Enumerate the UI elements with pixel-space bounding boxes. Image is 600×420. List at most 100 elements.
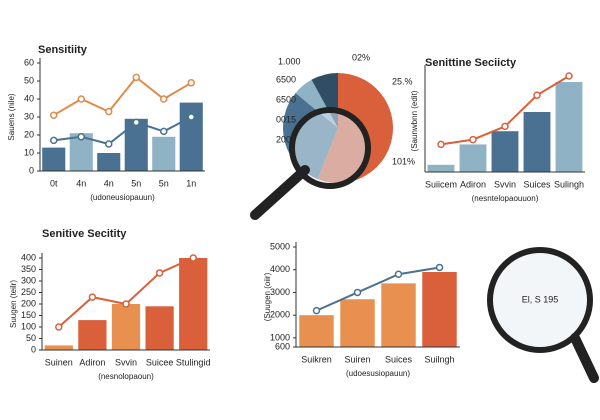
line [316, 266, 440, 312]
y-tick-label: 3000 [270, 287, 290, 297]
bar [152, 136, 176, 171]
y-tick-label: 10 [24, 147, 34, 157]
point [77, 95, 85, 103]
chart-title: Sensitiity [38, 44, 88, 56]
y-tick-label: 4000 [270, 264, 290, 274]
y-tick-label: 100 [21, 321, 36, 331]
y-tick-label: 40 [24, 93, 34, 103]
x-tick-label: Suiren [344, 354, 370, 364]
point [160, 95, 168, 103]
x-tick-label: Suicee [146, 357, 174, 367]
point [105, 107, 113, 116]
x-axis-label: (nesnolopaoun) [98, 372, 154, 381]
point [132, 118, 140, 127]
point [122, 300, 130, 308]
y-tick-label: 350 [21, 264, 36, 274]
bar [44, 345, 73, 350]
chart-title: Senittine Seciicty [425, 57, 517, 69]
x-tick-label: Suilngh [424, 354, 454, 364]
x-tick-label: Stulingid [176, 357, 211, 367]
point [565, 72, 573, 80]
chart-title: Senitive Secitity [42, 228, 127, 240]
x-tick-label: Adiron [460, 179, 486, 189]
point [77, 133, 85, 141]
magnifier [250, 165, 599, 383]
x-axis-label: (nesntelopaouuon) [472, 194, 539, 203]
bar [555, 82, 583, 172]
point [105, 140, 113, 148]
point [160, 127, 168, 136]
y-axis-label: (Suugen (oiir) [263, 272, 272, 321]
x-tick-label: 1n [186, 178, 196, 188]
x-tick-label: 5n [131, 178, 141, 188]
y-tick-label: 150 [21, 310, 36, 320]
x-tick-label: Suinen [45, 357, 73, 367]
y-tick-label: 60 [24, 57, 34, 67]
point [394, 270, 403, 279]
point [187, 79, 195, 87]
x-tick-label: 0t [50, 178, 58, 188]
point [50, 136, 58, 145]
point [501, 122, 509, 131]
line [53, 116, 192, 146]
annotation: 101% [392, 156, 415, 166]
y-tick-label: 5000 [270, 241, 290, 251]
annotation: 6500 [276, 74, 296, 84]
y-tick-label: 2000 [270, 310, 290, 320]
y-tick-label: 200 [21, 298, 36, 308]
bar [523, 112, 551, 172]
point [435, 263, 444, 272]
y-tick-label: 250 [21, 287, 36, 297]
y-tick-label: 400 [21, 252, 36, 262]
annotation: 02% [352, 52, 370, 62]
bar [42, 147, 66, 171]
x-tick-label: Suikren [301, 354, 332, 364]
point [132, 73, 140, 82]
y-tick-label: 0 [29, 165, 34, 175]
annotation: 25.% [392, 76, 413, 86]
bar [459, 144, 487, 172]
point [312, 306, 321, 315]
point [50, 111, 58, 119]
magnifier-lens [289, 107, 371, 189]
y-axis-label: Suugen (teilr) [9, 280, 18, 328]
bar [427, 164, 455, 172]
point [437, 140, 445, 149]
bar [340, 299, 375, 347]
x-tick-label: Suiicem [425, 179, 457, 189]
bar [97, 153, 121, 171]
x-tick-label: 5n [159, 178, 169, 188]
y-tick-label: 0 [31, 344, 36, 354]
point [187, 113, 195, 121]
x-tick-label: Sulingh [554, 179, 584, 189]
bar [111, 304, 141, 350]
bar [78, 320, 107, 350]
annotation: 0015 [276, 114, 296, 124]
x-tick-label: Svvin [494, 179, 516, 189]
x-tick-label: Svvin [115, 357, 137, 367]
x-tick-label: 4n [104, 178, 114, 188]
line [53, 76, 192, 117]
y-tick-label: 30 [24, 111, 34, 121]
bar [69, 133, 93, 171]
x-tick-label: Suices [523, 179, 551, 189]
x-tick-label: Adiron [79, 357, 105, 367]
bar [422, 272, 457, 347]
x-tick-label: 4n [76, 178, 86, 188]
point [55, 323, 63, 331]
y-tick-label: 1000 [270, 332, 290, 342]
bar [179, 258, 208, 350]
point [88, 293, 97, 301]
point [155, 269, 164, 277]
bar [179, 102, 203, 171]
bar [299, 315, 334, 347]
y-tick-label: 300 [21, 275, 36, 285]
bar [491, 131, 519, 172]
y-axis-label: (Saunwbnn (edit) [410, 90, 419, 151]
point [469, 135, 477, 144]
point [353, 288, 362, 297]
point [189, 254, 197, 262]
point [533, 91, 541, 99]
x-axis-label: (udoneusiopauun) [90, 193, 155, 202]
